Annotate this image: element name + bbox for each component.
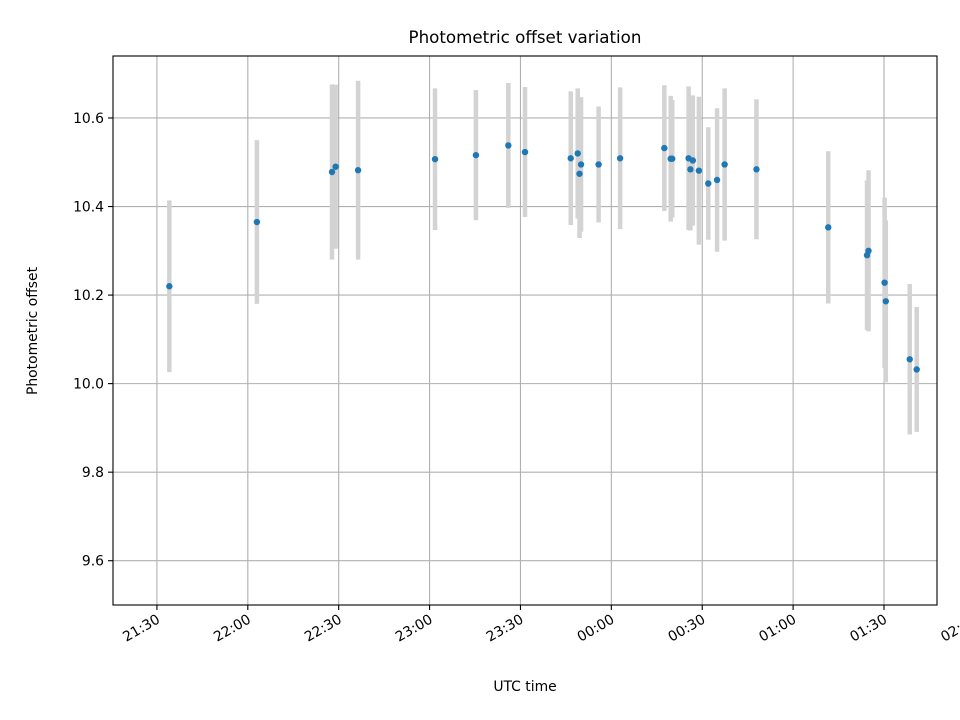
plot-frame — [112, 55, 938, 606]
data-point — [695, 167, 703, 174]
data-point — [354, 167, 362, 174]
data-point — [906, 356, 913, 363]
y-axis-ticks: 9.6 9.8 10.0 10.2 10.4 10.6 — [73, 111, 113, 570]
x-axis-label: UTC time — [493, 679, 556, 695]
data-point — [882, 298, 890, 305]
data-point — [505, 142, 512, 149]
y-tick-label: 9.8 — [82, 465, 104, 481]
data-point — [577, 161, 585, 168]
data-point — [521, 148, 529, 156]
data-point — [616, 155, 624, 162]
data-point — [332, 163, 339, 170]
y-tick-label: 10.6 — [73, 111, 104, 127]
data-point — [595, 161, 602, 168]
data-point — [687, 166, 694, 173]
data-point — [253, 218, 261, 226]
data-point — [705, 180, 712, 187]
data-point — [328, 168, 336, 176]
y-tick-label: 10.0 — [73, 377, 104, 393]
data-points — [166, 142, 920, 373]
y-tick-label: 10.4 — [73, 200, 104, 216]
data-point — [825, 224, 832, 231]
data-point — [721, 161, 728, 168]
data-point — [689, 157, 697, 164]
data-point — [913, 366, 920, 373]
data-point — [431, 155, 439, 163]
chart-title: Photometric offset variation — [409, 27, 642, 47]
data-point — [567, 155, 574, 162]
y-tick-label: 10.2 — [73, 288, 104, 304]
data-point — [166, 283, 173, 290]
data-point — [661, 144, 668, 152]
data-point — [574, 150, 581, 157]
data-point — [753, 166, 760, 173]
data-point — [669, 155, 676, 162]
data-point — [472, 151, 480, 159]
data-point — [865, 247, 872, 255]
y-axis-label: Photometric offset — [25, 266, 41, 395]
data-point — [881, 279, 888, 286]
y-tick-label: 9.6 — [82, 554, 104, 570]
data-point — [713, 176, 721, 184]
data-point — [576, 170, 583, 177]
